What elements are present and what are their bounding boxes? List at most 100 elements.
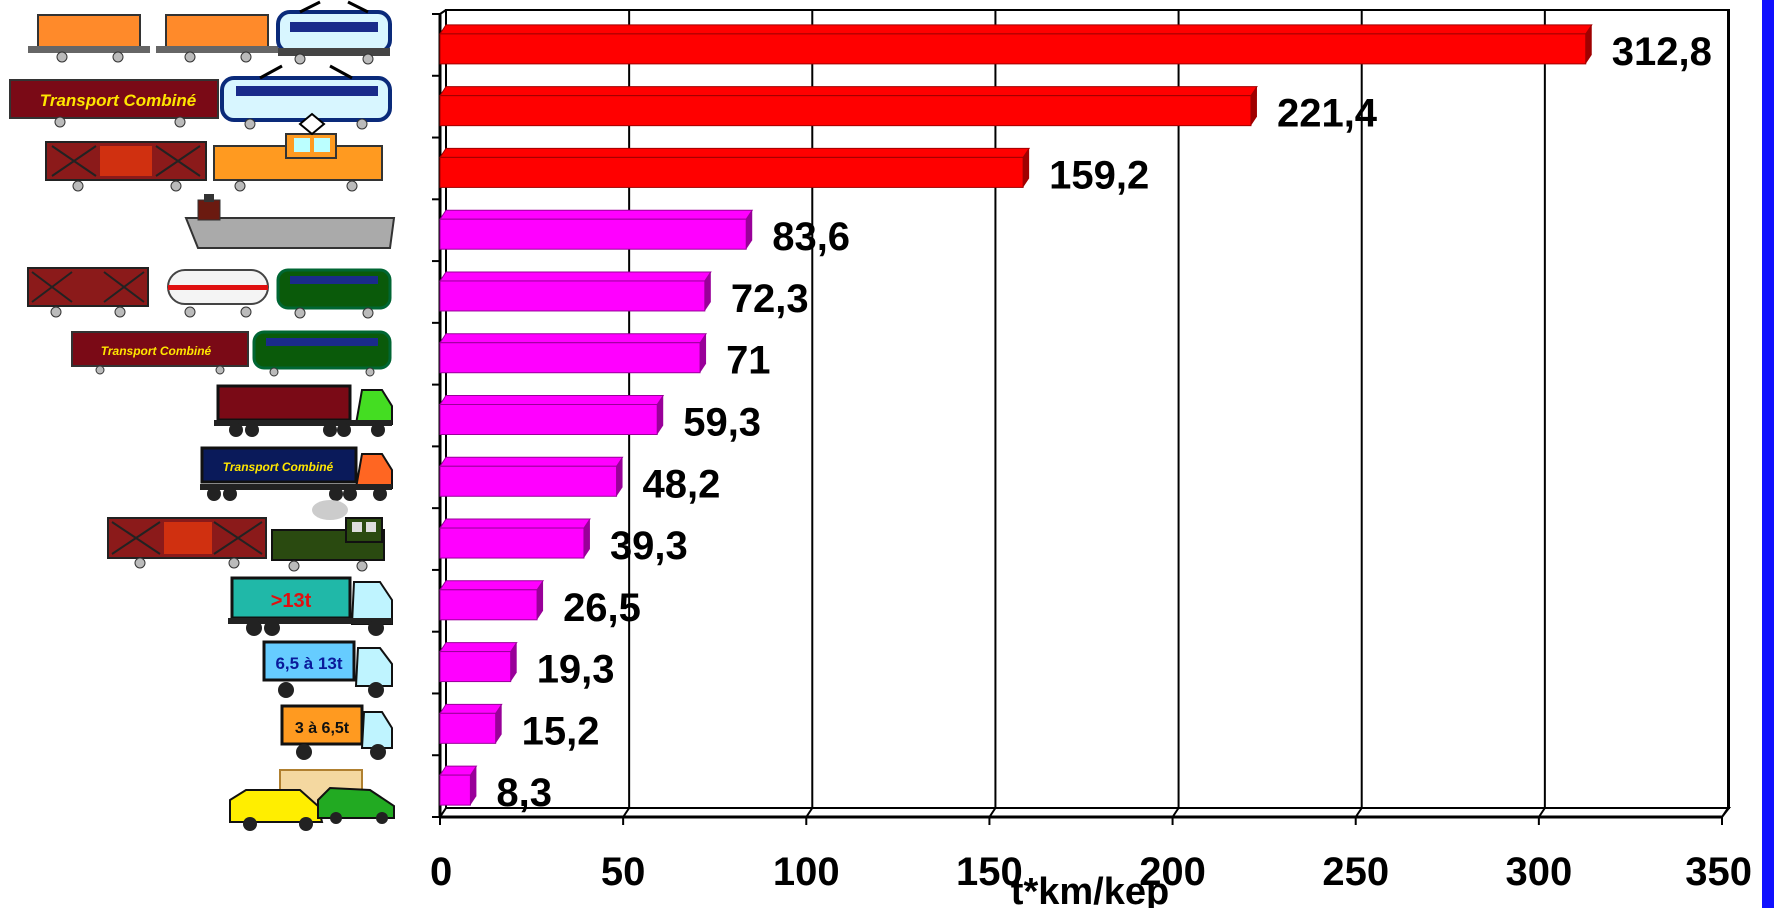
bar-front: [439, 589, 538, 621]
freight-train-electric-mixed-icon: [27, 267, 392, 319]
y-axis-wall-edge: [439, 9, 447, 15]
value-label: 39,3: [610, 524, 688, 568]
value-label: 19,3: [537, 648, 615, 692]
x-tick-label: 150: [956, 850, 1023, 894]
bar-end: [1585, 24, 1592, 64]
bar-end: [583, 519, 590, 559]
bar-top: [439, 24, 1593, 35]
value-label: 159,2: [1049, 153, 1149, 197]
combined-transport-truck-icon: Transport Combiné: [200, 446, 393, 501]
freight-train-electric-large-icon: [28, 0, 392, 65]
y-axis-ticks: [432, 13, 440, 818]
bar-top: [439, 209, 754, 220]
x-tick-labels: 0 50 100 150 200 250 300 350: [430, 850, 1752, 894]
bar-top: [439, 580, 544, 591]
bar-top: [439, 765, 478, 776]
bar-top: [439, 518, 591, 529]
gridline-floor: [1721, 807, 1729, 818]
x-tick-label: 50: [601, 850, 646, 894]
value-label: 83,6: [772, 215, 850, 259]
bar-end: [746, 210, 753, 250]
bar-end: [510, 642, 517, 682]
gridline-floor: [988, 807, 997, 818]
bar-end: [700, 333, 707, 373]
x-tick-label: 100: [773, 850, 840, 894]
bar-top: [439, 333, 707, 344]
x-tick-label: 300: [1505, 850, 1572, 894]
bar-front: [439, 156, 1024, 188]
bar-end: [1250, 86, 1257, 126]
x-tick-label: 250: [1322, 850, 1389, 894]
truck-3-to-6-5t-icon: 3 à 6,5t: [280, 704, 393, 760]
bar-freight-train-diesel-shunter: [439, 147, 1031, 188]
bar-truck-3-to-6-5t: [439, 703, 503, 744]
bar-end: [1023, 148, 1030, 188]
x-axis-label: t*km/kep: [1011, 871, 1169, 908]
svg-text:Transport Combiné: Transport Combiné: [101, 344, 212, 358]
gridline-floor: [1538, 807, 1546, 818]
truck-6-5-to-13t-icon: 6,5 à 13t: [262, 640, 393, 698]
gridline-floor: [622, 807, 630, 818]
x-tick-label: 0: [430, 850, 452, 894]
value-label: 8,3: [496, 771, 552, 815]
bar-top: [439, 703, 503, 714]
gridline-floor: [1354, 807, 1363, 818]
value-label: 26,5: [563, 586, 641, 630]
value-label: 221,4: [1277, 92, 1378, 136]
svg-text:>13t: >13t: [271, 590, 312, 612]
bar-truck-6-5-to-13t: [439, 642, 518, 683]
bar-front: [439, 774, 471, 806]
value-label: 59,3: [683, 401, 761, 445]
bar-front: [439, 465, 618, 497]
freight-train-diesel-icon: [107, 500, 385, 572]
bar-end: [616, 457, 623, 497]
bar-combined-transport-train-electric: [439, 86, 1258, 127]
bar-river-barge: [439, 209, 754, 250]
gridline-floor: [805, 807, 814, 818]
light-vans-icon: [229, 769, 395, 831]
articulated-truck-icon: [214, 384, 393, 437]
value-label: 312,8: [1612, 30, 1712, 74]
bar-front: [439, 712, 497, 744]
gridline-floor: [1171, 807, 1180, 818]
svg-text:6,5 à 13t: 6,5 à 13t: [275, 654, 342, 673]
bar-top: [439, 642, 518, 653]
bar-combined-transport-train-small: [439, 333, 707, 374]
combined-transport-train-small-icon: Transport Combiné: [71, 330, 392, 377]
bar-front: [439, 651, 512, 683]
bar-front: [439, 218, 747, 250]
bar-end: [537, 580, 544, 620]
bar-top: [439, 456, 624, 467]
x-axis-ticks: [439, 817, 1723, 825]
bar-front: [439, 404, 658, 435]
value-labels: 312,8 221,4 159,2 83,6 72,3 71 59,3 48,2 39,3 26,…: [496, 30, 1711, 815]
river-barge-icon: [184, 194, 396, 249]
bar-top: [439, 271, 712, 282]
bar-front: [439, 280, 706, 312]
freight-train-diesel-shunter-icon: [45, 112, 383, 192]
bar-freight-train-diesel: [439, 518, 591, 559]
bars: [439, 24, 1593, 806]
bar-end: [470, 766, 477, 806]
category-icons: Transport Combiné: [9, 0, 396, 831]
bar-top: [439, 395, 665, 405]
bar-end: [704, 271, 711, 311]
bar-end: [495, 704, 502, 744]
bar-freight-train-electric-large: [439, 24, 1593, 65]
right-edge-strip: [1762, 0, 1774, 908]
bar-combined-transport-truck: [439, 456, 624, 497]
bar-freight-train-electric-mixed: [439, 271, 712, 312]
x-tick-label: 200: [1139, 850, 1206, 894]
bar-top: [439, 86, 1258, 97]
value-label: 72,3: [731, 277, 809, 321]
value-label: 71: [726, 339, 771, 383]
value-label: 48,2: [643, 462, 721, 506]
svg-text:Transport Combiné: Transport Combiné: [223, 460, 334, 474]
svg-text:Transport Combiné: Transport Combiné: [40, 91, 196, 110]
value-label: 15,2: [522, 709, 600, 753]
bar-truck-over-13t: [439, 580, 544, 621]
bar-front: [439, 342, 701, 374]
bar-front: [439, 95, 1252, 127]
bar-light-vans: [439, 765, 478, 806]
svg-text:3 à 6,5t: 3 à 6,5t: [295, 720, 350, 737]
